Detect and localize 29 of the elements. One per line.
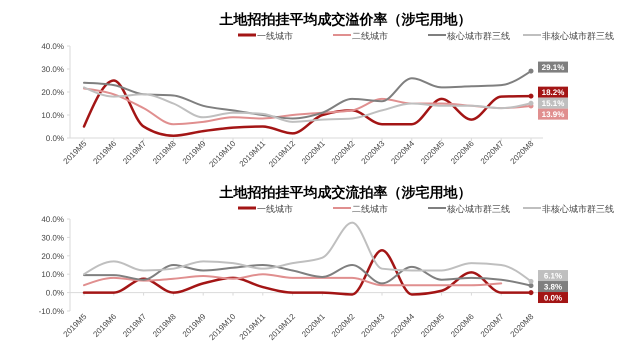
y-tick-label: 40.0% <box>41 215 64 224</box>
y-tick-label: 20.0% <box>41 88 64 97</box>
data-label: 18.2% <box>542 88 564 98</box>
legend-label: 核心城市群三线 <box>446 204 510 214</box>
legend-label: 非核心城市群三线 <box>542 204 614 214</box>
y-tick-label: -10.0% <box>38 307 64 316</box>
legend-label: 一线城市 <box>257 31 293 41</box>
data-label: 29.1% <box>542 63 564 72</box>
y-tick-label: 10.0% <box>41 111 64 120</box>
data-label: 6.1% <box>544 272 562 281</box>
y-tick-label: 40.0% <box>41 42 64 51</box>
y-tick-label: 30.0% <box>41 233 64 242</box>
y-tick-label: 0.0% <box>46 134 64 143</box>
legend-label: 一线城市 <box>257 204 293 214</box>
chart-title: 土地招拍挂平均成交溢价率（涉宅用地） <box>218 11 472 27</box>
legend-label: 二线城市 <box>352 204 388 214</box>
chart-title: 土地招拍挂平均成交流拍率（涉宅用地） <box>218 184 472 200</box>
y-tick-label: 20.0% <box>41 252 64 261</box>
legend-label: 核心城市群三线 <box>446 31 510 41</box>
line-series <box>83 273 502 286</box>
data-label: 3.8% <box>544 282 562 292</box>
y-tick-label: 30.0% <box>41 65 64 74</box>
y-tick-label: 10.0% <box>41 270 64 280</box>
legend-label: 非核心城市群三线 <box>542 31 614 41</box>
data-label: 13.9% <box>542 110 564 120</box>
data-label: 15.1% <box>542 99 564 108</box>
y-tick-label: 0.0% <box>46 288 64 298</box>
legend-label: 二线城市 <box>352 31 388 41</box>
data-label: 0.0% <box>544 294 562 303</box>
